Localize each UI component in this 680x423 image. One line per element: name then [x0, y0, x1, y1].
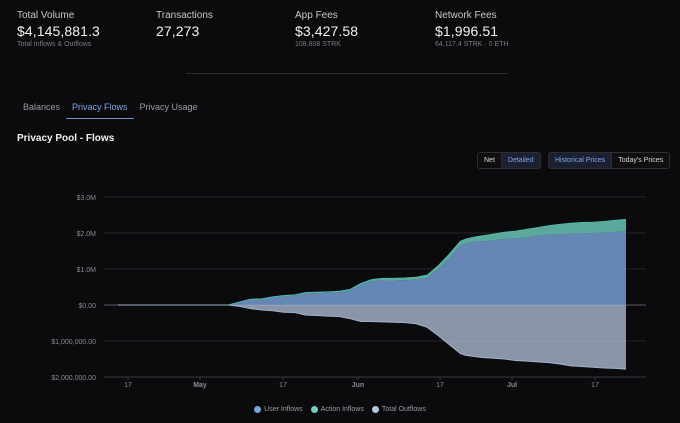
series-line-action-inflows: [118, 218, 627, 306]
stat-value: $3,427.58: [295, 23, 359, 39]
historical-prices-button[interactable]: Historical Prices: [549, 153, 612, 168]
x-tick-label: 17: [124, 382, 132, 389]
legend-label: Total Outflows: [381, 406, 426, 413]
stat-subtext: 108,808 STRK: [295, 41, 341, 48]
legend-label: User Inflows: [264, 406, 303, 413]
y-tick-label: $1,000,000.00: [51, 339, 96, 346]
stat-app-fees: App Fees $3,427.58 108,808 STRK: [295, 10, 358, 48]
stat-value: $4,145,881.3: [17, 23, 100, 39]
legend-swatch: [371, 406, 379, 413]
stat-label: Total Volume: [17, 10, 75, 21]
view-toggle: Net Detailed: [477, 152, 541, 169]
x-tick-label: May: [193, 382, 207, 389]
net-button[interactable]: Net: [478, 153, 501, 168]
tab-balances[interactable]: Balances: [23, 102, 61, 112]
stat-label: Network Fees: [435, 10, 497, 21]
stat-label: Transactions: [156, 10, 213, 21]
series-area-total-outflows: [118, 305, 626, 370]
tab-bar: Balances Privacy Flows Privacy Usage: [17, 102, 204, 119]
stat-total-volume: Total Volume $4,145,881.3 Total Inflows …: [17, 10, 100, 48]
stat-network-fees: Network Fees $1,996.51 64,117.4 STRK · 0…: [435, 10, 508, 48]
legend-label: Action Inflows: [320, 406, 364, 413]
detailed-button[interactable]: Detailed: [500, 153, 540, 168]
legend-swatch: [254, 406, 262, 413]
x-tick-label: Jun: [352, 382, 364, 389]
stat-value: $1,996.51: [435, 23, 499, 39]
tab-privacy-usage[interactable]: Privacy Usage: [139, 102, 198, 112]
stats-divider: [186, 73, 508, 74]
todays-prices-button[interactable]: Today's Prices: [611, 153, 670, 168]
y-tick-label: $0.00: [78, 303, 96, 310]
x-tick-label: 17: [591, 382, 599, 389]
stat-value: 27,273: [156, 23, 200, 39]
flows-chart: $3.0M $2.0M $1.0M $0.00 $1,000,000.00 $2,000,…: [51, 195, 646, 389]
stat-subtext: 64,117.4 STRK · 0 ETH: [435, 41, 509, 48]
x-tick-label: Jul: [507, 382, 517, 389]
chart-areas: [118, 218, 627, 370]
series-line-total-outflows: [118, 304, 627, 370]
legend-item-action-inflows[interactable]: Action Inflows: [310, 406, 364, 413]
price-toggle: Historical Prices Today's Prices: [548, 152, 671, 169]
stat-subtext: Total Inflows & Outflows: [17, 41, 92, 48]
y-tick-label: $3.0M: [77, 195, 97, 202]
chart-axes: $3.0M $2.0M $1.0M $0.00 $1,000,000.00 $2,000,…: [51, 195, 646, 389]
y-tick-label: $2,000,000.00: [51, 375, 96, 382]
legend-item-total-outflows[interactable]: Total Outflows: [371, 406, 426, 413]
x-tick-label: 17: [279, 382, 287, 389]
y-tick-label: $1.0M: [77, 267, 97, 274]
y-tick-label: $2.0M: [77, 231, 97, 238]
legend-swatch: [310, 406, 318, 413]
section-title: Privacy Pool - Flows: [17, 133, 115, 144]
x-tick-label: 17: [436, 382, 444, 389]
series-area-user-inflows: [118, 231, 626, 305]
chart-legend: User Inflows Action Inflows Total Outflo…: [0, 406, 680, 413]
legend-item-user-inflows[interactable]: User Inflows: [254, 406, 303, 413]
series-area-action-inflows: [118, 219, 626, 305]
tab-privacy-flows[interactable]: Privacy Flows: [66, 102, 134, 119]
stat-label: App Fees: [295, 10, 338, 21]
stat-transactions: Transactions 27,273: [156, 10, 213, 41]
